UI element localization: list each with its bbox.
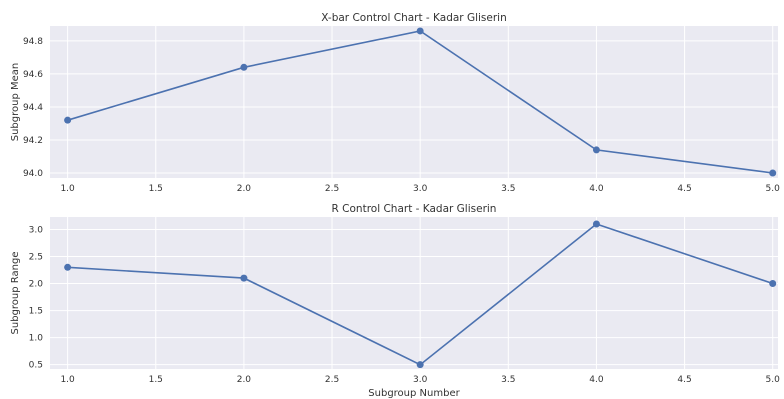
y-tick-label: 94.4 xyxy=(23,103,43,113)
y-tick-label: 1.0 xyxy=(29,334,44,344)
x-tick-label: 3.0 xyxy=(413,375,428,385)
x-tick-label: 1.0 xyxy=(60,375,75,385)
x-tick-label: 3.5 xyxy=(501,184,515,194)
x-tick-label: 4.5 xyxy=(677,375,691,385)
x-tick-label: 2.5 xyxy=(325,375,339,385)
y-tick-label: 94.8 xyxy=(23,37,43,47)
y-tick-label: 94.6 xyxy=(23,70,43,80)
y-tick-label: 3.0 xyxy=(29,225,44,235)
x-tick-label: 1.5 xyxy=(149,375,163,385)
y-tick-label: 2.0 xyxy=(29,280,44,290)
y-tick-label: 2.5 xyxy=(29,252,43,262)
y-axis-label: Subgroup Range xyxy=(10,252,21,335)
x-tick-label: 1.0 xyxy=(60,184,75,194)
y-axis-label: Subgroup Mean xyxy=(10,63,21,142)
data-point xyxy=(592,146,600,154)
y-tick-label: 1.5 xyxy=(29,307,43,317)
xbar-chart: 1.0 1.5 2.0 2.5 3.0 3.5 4.0 4.5 5.0 94.0 94.2 94.4 9… xyxy=(10,12,780,194)
x-tick-label: 2.0 xyxy=(237,375,252,385)
plot-area xyxy=(50,26,778,178)
y-tick-label: 94.0 xyxy=(23,169,43,179)
chart-title: R Control Chart - Kadar Gliserin xyxy=(332,203,497,215)
plot-area xyxy=(50,217,778,369)
x-tick-label: 2.0 xyxy=(237,184,252,194)
x-axis-label: Subgroup Number xyxy=(368,388,460,399)
data-point xyxy=(416,27,424,35)
data-point xyxy=(240,63,248,71)
chart-title: X-bar Control Chart - Kadar Gliserin xyxy=(321,12,507,24)
x-tick-label: 2.5 xyxy=(325,184,339,194)
x-tick-label: 3.5 xyxy=(501,375,515,385)
x-tick-label: 4.0 xyxy=(589,184,604,194)
data-point xyxy=(240,274,248,282)
x-tick-label: 1.5 xyxy=(149,184,163,194)
data-point xyxy=(592,220,600,228)
x-tick-label: 5.0 xyxy=(766,375,781,385)
data-point xyxy=(769,169,777,177)
y-tick-label: 94.2 xyxy=(23,136,43,146)
x-tick-label: 5.0 xyxy=(766,184,781,194)
data-point xyxy=(64,116,72,124)
y-tick-label: 0.5 xyxy=(29,361,43,371)
r-chart: 1.0 1.5 2.0 2.5 3.0 3.5 4.0 4.5 5.0 0.5 1.0 1.5 2.0 2… xyxy=(10,203,780,399)
data-point xyxy=(416,361,424,369)
x-tick-label: 3.0 xyxy=(413,184,428,194)
data-point xyxy=(64,263,72,271)
x-tick-label: 4.0 xyxy=(589,375,604,385)
data-point xyxy=(769,280,777,288)
x-tick-label: 4.5 xyxy=(677,184,691,194)
